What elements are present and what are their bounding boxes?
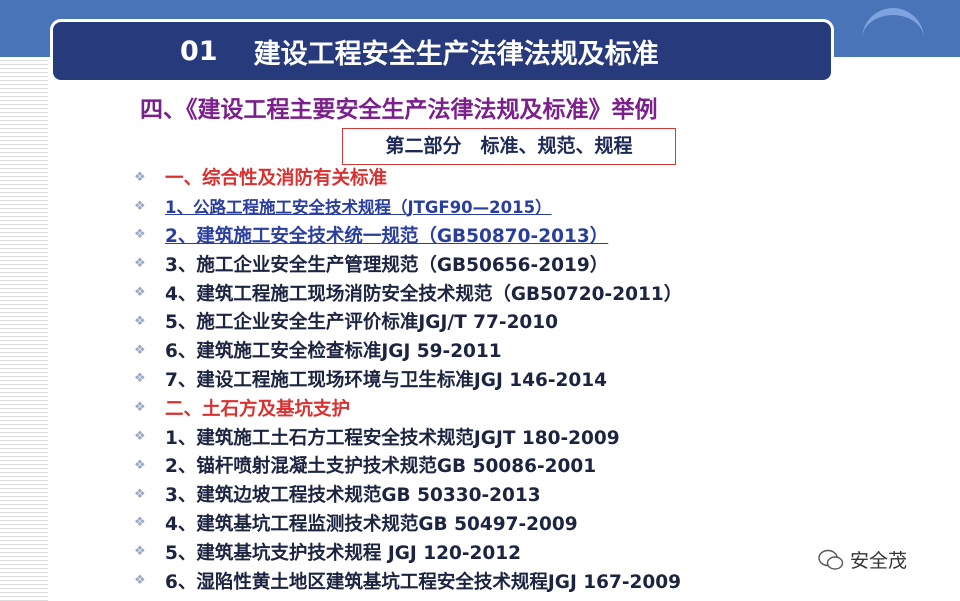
- list-item: ❖ 6、湿陷性黄土地区建筑基坑工程安全技术规程JGJ 167-2009: [134, 566, 682, 595]
- side-stripes: [0, 57, 48, 601]
- watermark: 安全茂: [818, 546, 907, 573]
- list-heading: ❖ 二、土石方及基坑支护: [134, 393, 682, 422]
- diamond-bullet-icon: ❖: [134, 457, 146, 473]
- diamond-bullet-icon: ❖: [134, 486, 146, 502]
- diamond-bullet-icon: ❖: [134, 285, 146, 301]
- diamond-bullet-icon: ❖: [134, 169, 146, 185]
- item-text: 3、建筑边坡工程技术规范GB 50330-2013: [165, 485, 541, 507]
- item-text: 4、建筑基坑工程监测技术规范GB 50497-2009: [165, 513, 578, 535]
- standards-list: ❖ 一、综合性及消防有关标准 ❖ 1、公路工程施工安全技术规程（JTGF90—2015…: [134, 163, 682, 595]
- diamond-bullet-icon: ❖: [134, 198, 146, 214]
- list-item: ❖ 3、建筑边坡工程技术规范GB 50330-2013: [134, 480, 682, 509]
- wechat-icon: [818, 549, 844, 570]
- list-item: ❖ 3、施工企业安全生产管理规范（GB50656-2019）: [134, 249, 682, 278]
- list-item: ❖ 2、锚杆喷射混凝土支护技术规范GB 50086-2001: [134, 451, 682, 480]
- item-text: 一、综合性及消防有关标准: [165, 168, 388, 190]
- diamond-bullet-icon: ❖: [134, 515, 146, 531]
- section-number: 01: [180, 35, 218, 67]
- diamond-bullet-icon: ❖: [134, 256, 146, 272]
- list-item[interactable]: ❖ 1、公路工程施工安全技术规程（JTGF90—2015）: [134, 192, 682, 221]
- diamond-bullet-icon: ❖: [134, 342, 146, 358]
- item-text: 1、建筑施工土石方工程安全技术规范JGJT 180-2009: [165, 427, 620, 449]
- item-text: 6、湿陷性黄土地区建筑基坑工程安全技术规程JGJ 167-2009: [165, 571, 682, 593]
- diamond-bullet-icon: ❖: [134, 400, 146, 416]
- list-item[interactable]: ❖ 2、建筑施工安全技术统一规范（GB50870-2013）: [134, 221, 682, 250]
- subtitle: 四、《建设工程主要安全生产法律法规及标准》举例: [140, 97, 658, 123]
- item-text: 7、建设工程施工现场环境与卫生标准JGJ 146-2014: [165, 369, 608, 391]
- item-text: 5、建筑基坑支护技术规程 JGJ 120-2012: [165, 542, 521, 564]
- list-heading: ❖ 一、综合性及消防有关标准: [134, 163, 682, 192]
- item-text: 3、施工企业安全生产管理规范（GB50656-2019）: [165, 254, 609, 276]
- item-text: 6、建筑施工安全检查标准JGJ 59-2011: [165, 341, 502, 363]
- section-box: 第二部分 标准、规范、规程: [342, 128, 676, 165]
- diamond-bullet-icon: ❖: [134, 313, 146, 329]
- list-item: ❖ 5、施工企业安全生产评价标准JGJ/T 77-2010: [134, 307, 682, 336]
- diamond-bullet-icon: ❖: [134, 227, 146, 243]
- item-text: 2、建筑施工安全技术统一规范（GB50870-2013）: [165, 225, 609, 247]
- page-title: 建设工程安全生产法律法规及标准: [253, 38, 659, 70]
- watermark-text: 安全茂: [850, 550, 908, 572]
- list-item: ❖ 4、建筑工程施工现场消防安全技术规范（GB50720-2011）: [134, 278, 682, 307]
- list-item: ❖ 7、建设工程施工现场环境与卫生标准JGJ 146-2014: [134, 365, 682, 394]
- item-text: 1、公路工程施工安全技术规程（JTGF90—2015）: [165, 198, 552, 218]
- list-item: ❖ 5、建筑基坑支护技术规程 JGJ 120-2012: [134, 537, 682, 566]
- diamond-bullet-icon: ❖: [134, 371, 146, 387]
- list-item: ❖ 4、建筑基坑工程监测技术规范GB 50497-2009: [134, 509, 682, 538]
- item-text: 二、土石方及基坑支护: [165, 398, 351, 420]
- item-text: 5、施工企业安全生产评价标准JGJ/T 77-2010: [165, 312, 559, 334]
- decorative-arc: [862, 8, 924, 70]
- list-item: ❖ 6、建筑施工安全检查标准JGJ 59-2011: [134, 336, 682, 365]
- diamond-bullet-icon: ❖: [134, 544, 146, 560]
- item-text: 2、锚杆喷射混凝土支护技术规范GB 50086-2001: [165, 456, 597, 478]
- diamond-bullet-icon: ❖: [134, 573, 146, 589]
- diamond-bullet-icon: ❖: [134, 429, 146, 445]
- list-item: ❖ 1、建筑施工土石方工程安全技术规范JGJT 180-2009: [134, 422, 682, 451]
- title-bar: 01 建设工程安全生产法律法规及标准: [50, 19, 834, 83]
- item-text: 4、建筑工程施工现场消防安全技术规范（GB50720-2011）: [165, 283, 683, 305]
